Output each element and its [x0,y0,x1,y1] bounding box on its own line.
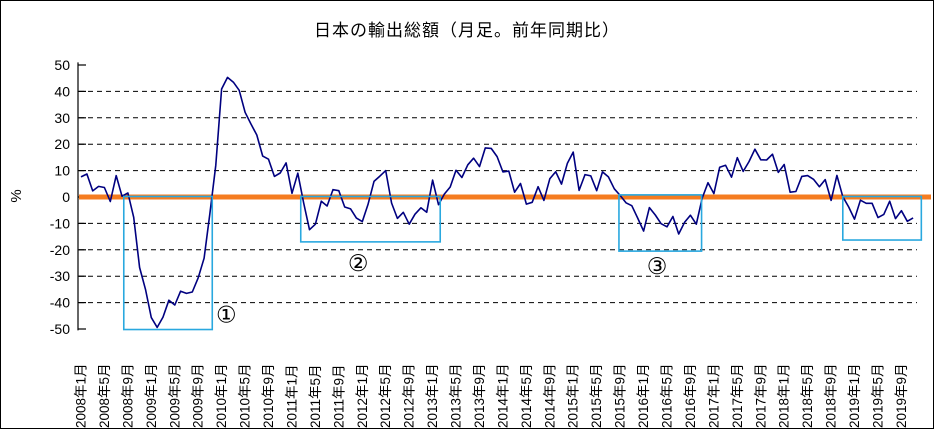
x-tick-label: 2013年5月 [449,363,464,428]
y-tick-label: 40 [54,83,70,99]
x-tick-label: 2015年1月 [566,363,581,428]
annotation-label: ② [348,250,369,276]
x-tick-label: 2010年1月 [214,363,229,428]
x-tick-label: 2019年5月 [870,363,885,428]
x-tick-label: 2009年1月 [144,363,159,428]
y-axis-title: % [8,189,25,203]
annotation-box [841,195,923,241]
x-tick-label: 2013年9月 [472,363,487,428]
annotation-label: ① [216,301,237,327]
y-tick-label: -20 [50,242,70,258]
x-tick-label: 2018年1月 [777,363,792,428]
x-tick-label: 2012年5月 [378,363,393,428]
x-tick-label: 2018年5月 [800,363,815,428]
x-tick-label: 2017年5月 [730,363,745,428]
annotation-box [299,195,442,243]
x-tick-label: 2014年5月 [519,363,534,428]
x-tick-label: 2014年9月 [542,363,557,428]
x-tick-label: 2017年9月 [753,363,768,428]
x-tick-label: 2013年1月 [425,363,440,428]
x-tick-label: 2016年5月 [660,363,675,428]
x-tick-label: 2018年9月 [824,363,839,428]
x-tick-label: 2017年1月 [706,363,721,428]
x-tick-label: 2015年9月 [613,363,628,428]
x-tick-label: 2014年1月 [495,363,510,428]
y-tick-label: -40 [50,295,70,311]
y-tick-label: 10 [54,163,70,179]
x-tick-label: 2011年5月 [308,364,323,428]
annotation-box [618,194,703,252]
x-tick-label: 2015年5月 [589,363,604,428]
x-tick-label: 2019年1月 [847,363,862,428]
x-tick-label: 2019年9月 [894,363,909,428]
y-tick-label: 30 [54,110,70,126]
x-tick-label: 2008年1月 [74,363,89,428]
y-tick-label: -10 [50,215,70,231]
chart-title: 日本の輸出総額（月足。前年同期比） [314,21,620,40]
y-tick-label: 0 [62,189,70,205]
x-tick-label: 2009年5月 [167,363,182,428]
x-tick-label: 2012年9月 [402,363,417,428]
x-tick-label: 2012年1月 [355,363,370,428]
y-tick-label: 20 [54,136,70,152]
x-tick-label: 2010年9月 [261,363,276,428]
x-tick-label: 2016年9月 [683,363,698,428]
x-tick-label: 2008年9月 [120,363,135,428]
x-tick-label: 2010年5月 [238,363,253,428]
y-tick-label: -30 [50,268,70,284]
y-tick-label: -50 [50,321,70,337]
y-tick-label: 50 [54,57,70,73]
x-tick-label: 2016年1月 [636,363,651,428]
x-tick-label: 2008年5月 [97,363,112,428]
annotation-label: ③ [647,253,668,279]
x-tick-label: 2011年1月 [284,364,299,428]
series-line [80,76,914,329]
annotation-box [122,195,214,331]
x-tick-label: 2011年9月 [331,364,346,428]
x-tick-label: 2009年9月 [191,363,206,428]
